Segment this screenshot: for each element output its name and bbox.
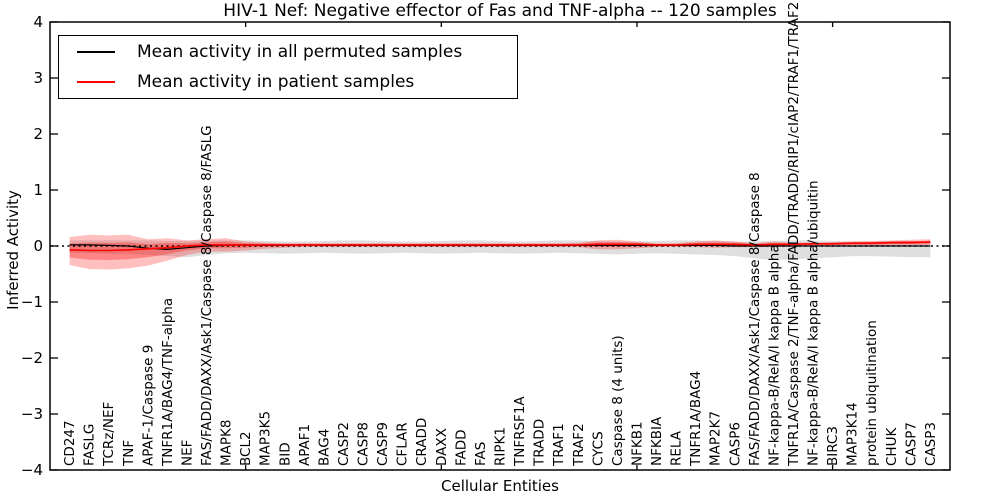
y-tick-label: 0	[33, 237, 43, 255]
x-category-label: BAG4	[316, 429, 332, 466]
x-category-label: CASP2	[336, 422, 352, 466]
x-category-label: CASP3	[923, 422, 939, 466]
x-category-label: MAP3K5	[258, 411, 274, 466]
x-category-label: TNFR1A/Caspase 2/TNF-alpha/FADD/TRADD/RI…	[786, 2, 802, 467]
x-category-label: FADD	[453, 429, 469, 466]
x-category-label: Caspase 8 (4 units)	[610, 335, 626, 466]
x-category-label: MAPK8	[219, 420, 235, 466]
x-category-label: APAF1	[297, 424, 313, 466]
x-category-label: FAS	[473, 442, 489, 466]
x-category-label: TRADD	[532, 419, 548, 467]
legend-label-patient: Mean activity in patient samples	[137, 71, 415, 92]
x-category-label: MAP2K7	[708, 411, 724, 466]
chart-title: HIV-1 Nef: Negative effector of Fas and …	[223, 1, 777, 21]
x-category-label: FAS/FADD/DAXX/Ask1/Caspase 8/Caspase 8	[747, 172, 763, 466]
x-category-label: CD247	[62, 420, 78, 466]
x-category-label: NFKBIA	[649, 416, 665, 466]
y-tick-label: −1	[21, 293, 43, 311]
x-category-label: TRAF1	[551, 423, 567, 467]
y-tick-label: 3	[33, 69, 43, 87]
x-category-label: NF-kappa-B/RelA/I kappa B alpha/ubiquiti…	[806, 180, 822, 466]
x-category-label: TRAF2	[571, 423, 587, 467]
x-category-label: CYCS	[590, 431, 606, 466]
x-category-label: CRADD	[414, 418, 430, 466]
x-category-label: TNFR1A/BAG4/TNF-alpha	[160, 298, 176, 467]
x-category-label: TCRz/NEF	[101, 402, 117, 467]
legend-entry-patient: Mean activity in patient samples	[77, 70, 517, 94]
x-category-label: FAS/FADD/DAXX/Ask1/Caspase 8/Caspase 8/F…	[199, 125, 215, 466]
y-tick-label: −4	[21, 461, 43, 479]
patient-interval-band-outer	[69, 234, 931, 270]
y-tick-label: −3	[21, 405, 43, 423]
y-tick-label: 4	[33, 13, 43, 31]
x-category-label: MAP3K14	[845, 402, 861, 466]
legend-red-line-swatch	[77, 81, 115, 83]
x-category-label: TNFRSF1A	[512, 396, 528, 467]
x-category-label: CASP9	[375, 422, 391, 466]
x-category-label: FASLG	[82, 424, 98, 466]
x-category-label: BCL2	[238, 431, 254, 466]
x-category-label: RELA	[669, 430, 685, 466]
x-category-label: TNF	[121, 440, 137, 467]
x-category-label: NFKB1	[629, 421, 645, 466]
x-category-label: BIRC3	[825, 426, 841, 466]
x-category-label: APAF-1/Caspase 9	[140, 345, 156, 466]
x-category-label: CASP8	[356, 422, 372, 466]
legend: Mean activity in all permuted samples Me…	[58, 35, 518, 99]
x-category-label: CASP6	[727, 422, 743, 466]
x-category-label: RIPK1	[493, 427, 509, 466]
x-category-label: CHUK	[884, 427, 900, 466]
x-category-label: CFLAR	[395, 422, 411, 466]
x-category-label: NF-kappa-B/RelA/I kappa B alpha	[766, 244, 782, 466]
y-tick-label: 1	[33, 181, 43, 199]
legend-black-line-swatch	[77, 51, 115, 53]
legend-entry-permuted: Mean activity in all permuted samples	[77, 40, 517, 64]
x-category-label: BID	[277, 442, 293, 466]
x-axis-label: Cellular Entities	[441, 477, 559, 495]
x-category-label: NEF	[179, 440, 195, 466]
y-tick-label: 2	[33, 125, 43, 143]
x-category-label: protein ubiquitination	[864, 320, 880, 466]
x-category-label: TNFR1A/BAG4	[688, 371, 704, 467]
x-category-label: DAXX	[434, 428, 450, 466]
patient-mean-line	[69, 241, 931, 252]
legend-label-permuted: Mean activity in all permuted samples	[137, 41, 463, 62]
y-tick-label: −2	[21, 349, 43, 367]
x-category-label: CASP7	[903, 422, 919, 466]
